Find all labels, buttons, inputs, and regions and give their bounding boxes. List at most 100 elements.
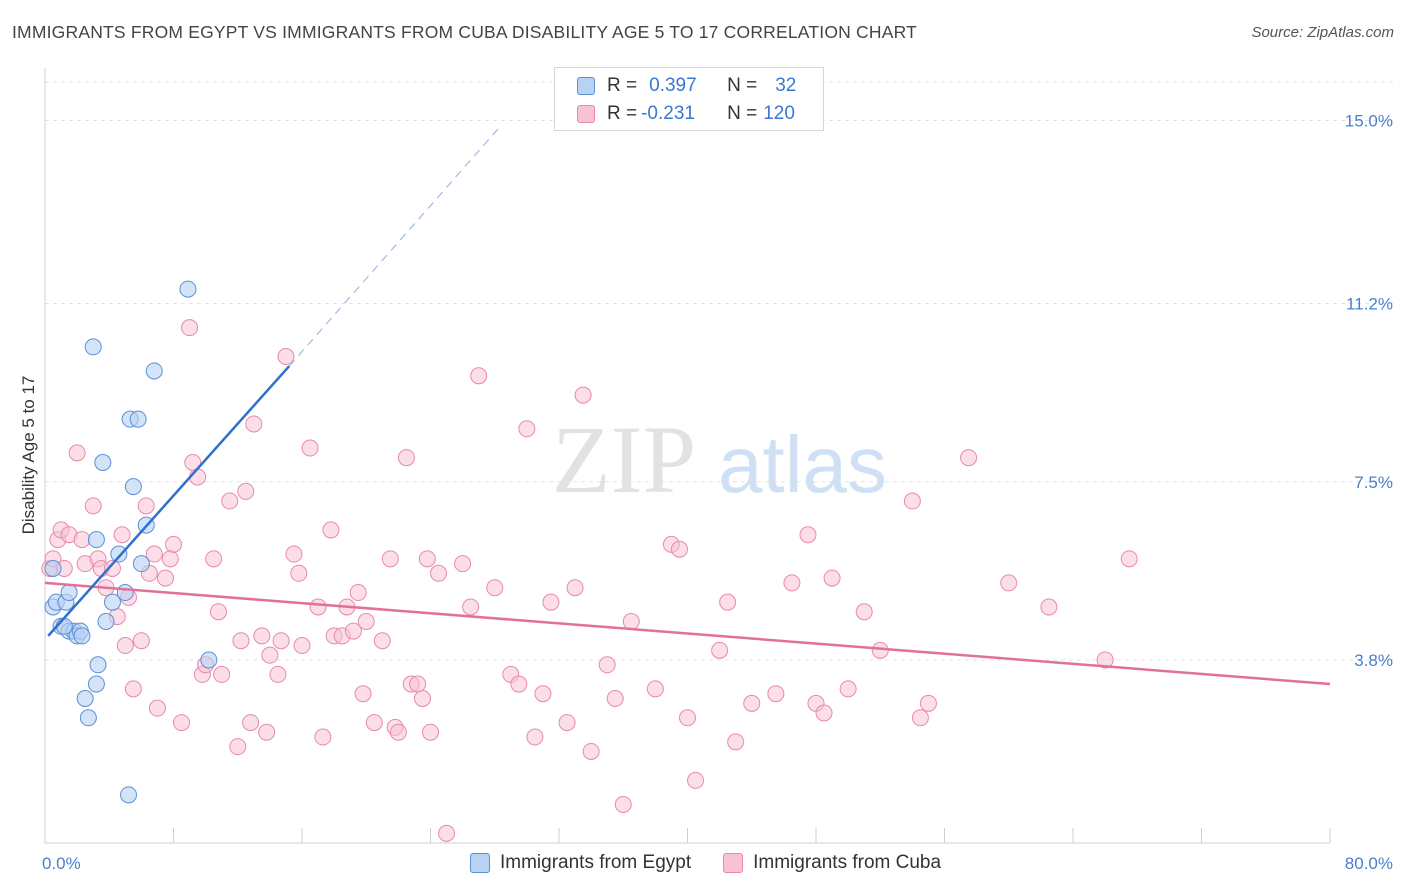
- watermark-atlas: atlas: [718, 420, 887, 509]
- cuba-point-114: [960, 449, 978, 467]
- cuba-point-52: [309, 598, 327, 616]
- cuba-point-81: [518, 420, 536, 438]
- cuba-point-7: [73, 531, 91, 549]
- cuba-point-88: [582, 742, 600, 760]
- cuba-point-113: [919, 694, 937, 712]
- legend-cuba-label: Immigrants from Cuba: [753, 852, 942, 873]
- cuba-point-45: [269, 665, 287, 683]
- cuba-point-28: [181, 319, 199, 337]
- egypt-trend-extension: [288, 124, 502, 367]
- cuba-r-value: -0.231: [641, 103, 695, 124]
- cuba-point-71: [418, 550, 436, 568]
- cuba-point-38: [232, 632, 250, 650]
- cuba-point-84: [542, 593, 560, 611]
- cuba-point-95: [670, 540, 688, 558]
- cuba-point-66: [389, 723, 407, 741]
- cuba-point-109: [855, 603, 873, 621]
- egypt-point-0: [44, 559, 62, 577]
- cuba-point-72: [422, 723, 439, 741]
- cuba-point-22: [145, 545, 163, 563]
- egypt-point-17: [94, 454, 112, 471]
- egypt-point-16: [89, 656, 107, 674]
- trend-lines: [44, 124, 1331, 686]
- axes: [44, 68, 1331, 844]
- cuba-point-64: [381, 550, 399, 568]
- legend-row-cuba: R = -0.231 N = 120: [555, 100, 795, 128]
- cuba-point-53: [314, 728, 332, 746]
- cuba-point-67: [397, 449, 415, 467]
- egypt-point-5: [60, 584, 78, 602]
- cuba-point-63: [373, 632, 391, 650]
- cuba-point-100: [727, 733, 745, 751]
- cuba-point-60: [354, 685, 372, 703]
- cuba-point-91: [614, 795, 632, 813]
- cuba-point-73: [430, 564, 448, 582]
- egypt-point-29: [179, 280, 197, 298]
- x-tick-label-1: 80.0%: [1345, 854, 1393, 873]
- egypt-point-12: [79, 709, 97, 727]
- cuba-point-112: [911, 709, 929, 727]
- egypt-n-label: N =: [727, 75, 758, 96]
- y-tick-label-0: 3.8%: [1354, 651, 1393, 670]
- x-tick-labels: 0.0% 80.0%: [42, 854, 1393, 873]
- cuba-point-59: [349, 584, 367, 602]
- egypt-swatch: [577, 77, 595, 95]
- cuba-point-36: [221, 492, 239, 510]
- cuba-point-37: [229, 738, 247, 756]
- egypt-trend-line: [47, 365, 291, 637]
- y-tick-labels: 3.8% 7.5% 11.2% 15.0%: [1345, 112, 1393, 670]
- cuba-point-33: [205, 550, 223, 568]
- cuba-point-58: [344, 622, 362, 640]
- cuba-point-9: [84, 497, 102, 515]
- cuba-point-102: [767, 685, 785, 703]
- cuba-point-98: [711, 641, 729, 659]
- y-tick-label-3: 15.0%: [1345, 112, 1393, 131]
- egypt-r-value: 0.397: [649, 75, 697, 96]
- cuba-point-47: [277, 348, 295, 366]
- cuba-point-18: [124, 680, 142, 698]
- cuba-point-62: [365, 714, 383, 732]
- cuba-point-111: [903, 492, 921, 510]
- cuba-point-83: [534, 685, 552, 703]
- watermark: ZIP atlas: [552, 406, 887, 513]
- cuba-point-104: [799, 526, 817, 544]
- egypt-point-18: [97, 612, 115, 630]
- cuba-point-16: [116, 637, 134, 655]
- cuba-point-116: [1040, 598, 1058, 616]
- cuba-point-90: [606, 690, 624, 708]
- egypt-r-label: R =: [607, 75, 638, 96]
- cuba-point-23: [148, 699, 166, 717]
- cuba-point-44: [261, 646, 279, 664]
- y-axis-label: Disability Age 5 to 17: [19, 376, 38, 535]
- cuba-point-40: [242, 714, 260, 732]
- egypt-point-28: [145, 362, 163, 380]
- egypt-point-24: [124, 478, 142, 496]
- cuba-point-39: [237, 482, 255, 500]
- cuba-point-49: [290, 564, 308, 582]
- cuba-point-69: [409, 675, 427, 693]
- cuba-point-93: [646, 680, 664, 698]
- cuba-point-97: [687, 771, 705, 789]
- egypt-point-13: [84, 338, 102, 356]
- cuba-point-89: [598, 656, 616, 674]
- cuba-point-99: [719, 593, 737, 611]
- cuba-point-26: [165, 535, 182, 553]
- cuba-r-label: R =: [607, 103, 638, 124]
- cuba-point-25: [161, 550, 179, 568]
- y-tick-label-1: 7.5%: [1354, 473, 1393, 492]
- egypt-point-22: [120, 786, 138, 804]
- cuba-point-108: [839, 680, 857, 698]
- egypt-point-11: [76, 690, 94, 708]
- cuba-point-107: [823, 569, 841, 587]
- egypt-point-31: [55, 617, 73, 635]
- cuba-point-13: [103, 559, 121, 577]
- cuba-point-85: [558, 714, 576, 732]
- correlation-legend: R = 0.397 N = 32 R = -0.231 N = 120: [554, 67, 824, 131]
- cuba-point-15: [113, 526, 131, 544]
- cuba-point-54: [322, 521, 340, 539]
- cuba-trend-line: [44, 581, 1331, 686]
- gridlines: [45, 81, 1393, 661]
- cuba-point-70: [413, 690, 431, 708]
- egypt-point-19: [103, 593, 121, 611]
- cuba-point-75: [454, 555, 472, 573]
